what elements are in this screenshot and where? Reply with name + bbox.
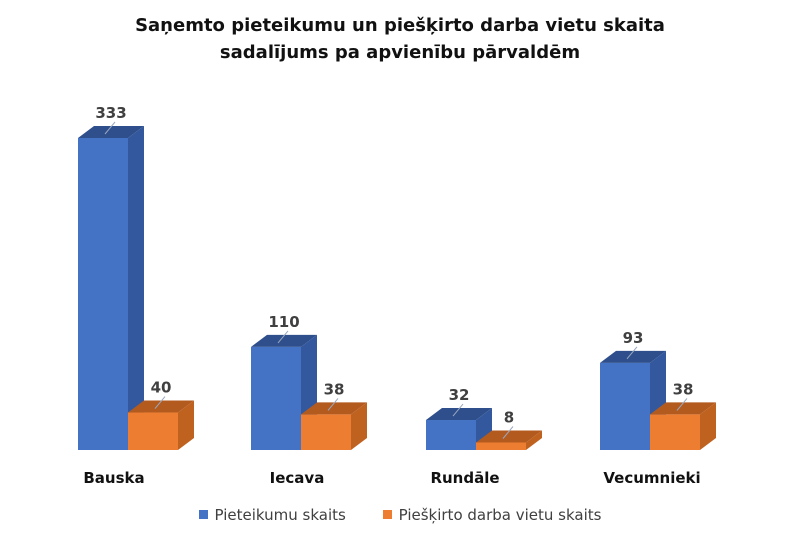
legend-swatch-pieskirto bbox=[382, 510, 392, 519]
legend-label-pieteikumu: Pieteikumu skaits bbox=[214, 505, 346, 524]
chart-title-line-1: Saņemto pieteikumu un piešķirto darba vi… bbox=[135, 15, 665, 36]
chart-title-line-2: sadalījums pa apvienību pārvaldēm bbox=[219, 42, 581, 63]
bar-side-face bbox=[351, 402, 367, 450]
data-label-leader bbox=[676, 398, 688, 411]
bar-pieteikumu-bauska bbox=[78, 126, 144, 450]
data-label-leader bbox=[452, 403, 464, 417]
legend-item-pieskirto: Piešķirto darba vietu skaits bbox=[382, 505, 602, 524]
bar-top-face bbox=[650, 402, 716, 415]
bar-side-face bbox=[128, 126, 144, 450]
bar-top-face bbox=[78, 126, 144, 138]
category-label-rund-le: Rundāle bbox=[430, 469, 499, 487]
data-label-pieskirto-rund-le: 8 bbox=[504, 409, 514, 427]
bar-front-face bbox=[78, 138, 128, 450]
data-label-pieteikumu-rund-le: 32 bbox=[449, 386, 470, 404]
data-label-leader bbox=[104, 121, 116, 135]
bar-top-face bbox=[476, 430, 542, 443]
data-label-pieteikumu-vecumnieki: 93 bbox=[623, 329, 644, 347]
bar-top-face bbox=[600, 350, 666, 363]
category-label-iecava: Iecava bbox=[270, 469, 325, 487]
bar-pieteikumu-iecava bbox=[251, 334, 317, 450]
bar-front-face bbox=[600, 362, 650, 450]
data-label-pieskirto-vecumnieki: 38 bbox=[673, 380, 694, 398]
data-label-leader bbox=[327, 398, 339, 411]
data-label-pieteikumu-bauska: 333 bbox=[95, 104, 126, 122]
bar-front-face bbox=[650, 414, 700, 450]
bar-pieskirto-iecava bbox=[301, 402, 367, 450]
bar-front-face bbox=[301, 414, 351, 450]
data-label-pieskirto-bauska: 40 bbox=[151, 379, 172, 397]
legend-label-pieskirto: Piešķirto darba vietu skaits bbox=[398, 505, 602, 524]
bar-front-face bbox=[426, 420, 476, 450]
bar-side-face bbox=[526, 430, 542, 450]
data-label-leader bbox=[502, 426, 514, 439]
bar-top-face bbox=[301, 402, 367, 415]
data-label-pieskirto-iecava: 38 bbox=[324, 380, 345, 398]
bar-front-face bbox=[128, 412, 178, 450]
bar-top-face bbox=[426, 408, 492, 421]
bar-pieskirto-vecumnieki bbox=[650, 402, 716, 450]
bar-top-face bbox=[251, 334, 317, 347]
bar-front-face bbox=[251, 346, 301, 450]
data-label-leader bbox=[277, 330, 289, 344]
chart-title: Saņemto pieteikumu un piešķirto darba vi… bbox=[0, 12, 800, 66]
bar-top-face bbox=[128, 400, 194, 413]
legend-item-pieteikumu: Pieteikumu skaits bbox=[198, 505, 346, 524]
bar-side-face bbox=[178, 400, 194, 450]
data-label-pieteikumu-iecava: 110 bbox=[268, 313, 299, 331]
bar-side-face bbox=[700, 402, 716, 450]
chart-legend: Pieteikumu skaits Piešķirto darba vietu … bbox=[0, 505, 800, 524]
bar-pieskirto-rund-le bbox=[476, 430, 542, 450]
bar-pieskirto-bauska bbox=[128, 400, 194, 450]
category-label-vecumnieki: Vecumnieki bbox=[603, 469, 700, 487]
legend-swatch-pieteikumu bbox=[198, 510, 208, 519]
data-label-leader bbox=[154, 396, 166, 409]
category-label-bauska: Bauska bbox=[83, 469, 144, 487]
bar-front-face bbox=[476, 442, 526, 450]
data-label-leader bbox=[626, 346, 638, 360]
